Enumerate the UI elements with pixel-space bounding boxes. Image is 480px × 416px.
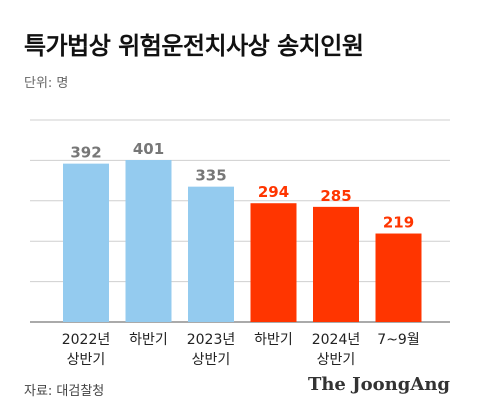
bar-value-label: 219 [383,214,414,232]
bar-value-label: 392 [70,144,101,162]
category-tick-label: 2022년 [62,332,111,348]
source-note: 자료: 대검찰청 [24,384,105,399]
bar [250,203,297,322]
chart-title: 특가법상 위험운전치사상 송치인원 [24,32,364,60]
category-tick-label: 7~9월 [377,332,419,348]
category-tick-label: 하반기 [129,332,168,348]
category-tick-label: 상반기 [192,352,231,368]
bars [63,159,422,322]
bar-value-label: 401 [133,140,164,158]
bar-value-label: 335 [195,167,226,185]
bar [63,163,109,322]
bar [125,159,172,322]
category-tick-label: 하반기 [254,332,293,348]
bar [313,206,359,322]
bar-value-label: 285 [320,187,351,205]
category-tick-label: 상반기 [67,352,106,368]
bar [188,186,234,322]
category-tick-label: 2023년 [187,332,236,348]
bar [375,233,422,322]
category-tick-label: 상반기 [317,352,356,368]
category-tick-label: 2024년 [312,332,361,348]
brand-logo: The JoongAng [307,374,450,395]
value-labels: 392 401 335 294 285 219 [70,140,414,232]
bar-value-label: 294 [258,183,289,201]
unit-label: 단위: 명 [24,76,69,91]
